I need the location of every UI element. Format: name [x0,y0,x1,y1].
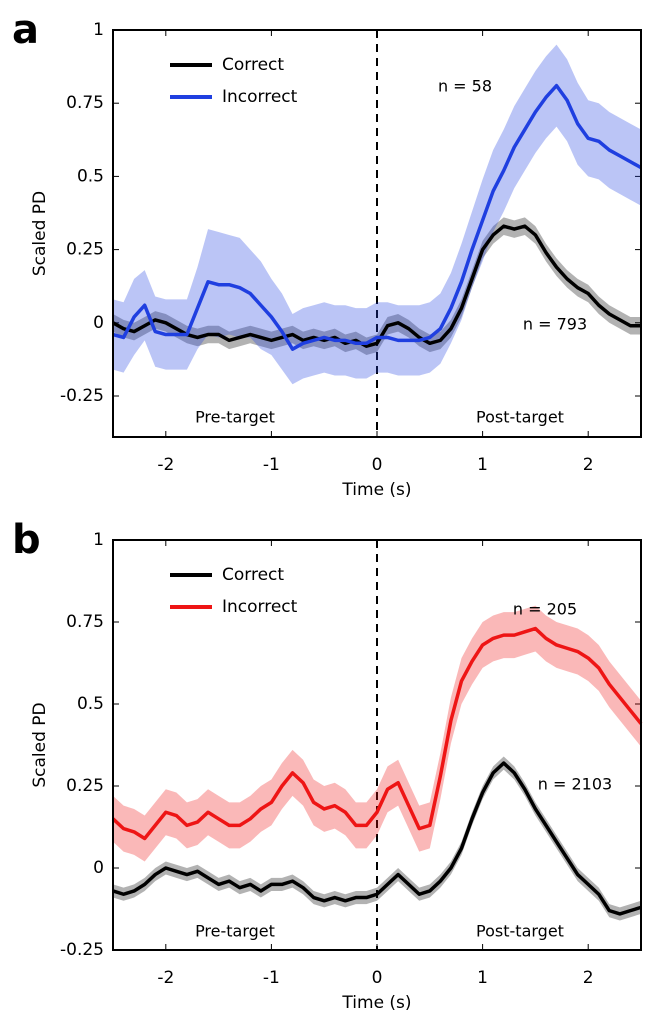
y-tick-label: 0.5 [77,694,104,714]
error-band [113,44,641,385]
annotation: Post-target [476,922,564,941]
series-line [112,83,642,351]
y-tick-label: 0.75 [66,93,104,113]
annotation: n = 205 [513,600,577,619]
x-tick-label: 2 [583,455,594,475]
series-line [112,224,641,348]
x-tick-label: 0 [372,455,383,475]
x-axis-title: Time (s) [341,480,411,500]
y-tick-label: -0.25 [60,386,104,406]
y-tick-label: 0.5 [77,166,104,186]
series-line [112,761,642,916]
x-tick-label: -2 [157,968,174,988]
annotation: Post-target [476,408,564,427]
error-band [113,756,641,921]
y-tick-label: 0.25 [66,240,104,260]
y-tick-label: 0.25 [66,776,104,796]
y-tick-label: 0 [93,858,104,878]
x-tick-label: 1 [477,968,488,988]
x-tick-label: 1 [477,455,488,475]
annotation: n = 793 [523,315,587,334]
x-tick-label: 0 [372,968,383,988]
panel-label: a [12,7,39,53]
x-tick-label: -2 [157,455,174,475]
series-line [111,626,643,841]
y-tick-label: 0 [93,313,104,333]
plot-frame [112,539,642,951]
y-tick-label: 1 [93,530,104,550]
annotation: Pre-target [195,922,275,941]
x-tick-label: -1 [263,968,280,988]
annotation: Pre-target [195,408,275,427]
legend-label: Incorrect [222,87,298,107]
y-axis-title: Scaled PD [30,191,50,276]
y-tick-label: -0.25 [60,940,104,960]
y-axis-title: Scaled PD [30,702,50,787]
annotation: n = 2103 [538,775,612,794]
annotation: n = 58 [438,77,492,96]
plot-frame [112,29,642,438]
x-tick-label: 2 [583,968,594,988]
x-axis-title: Time (s) [341,993,411,1013]
x-tick-label: -1 [263,455,280,475]
legend-label: Incorrect [222,597,298,617]
legend-label: Correct [222,55,284,75]
y-tick-label: 0.75 [66,612,104,632]
panel-label: b [12,517,41,563]
y-tick-label: 1 [93,20,104,40]
legend-label: Correct [222,565,284,585]
